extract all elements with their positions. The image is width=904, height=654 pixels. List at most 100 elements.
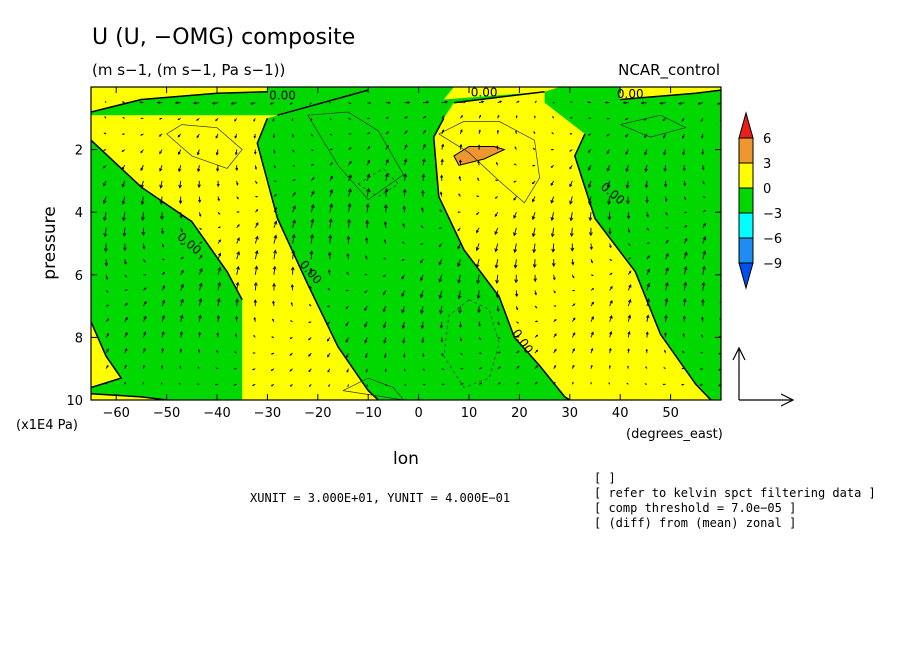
vector-head [608, 364, 611, 368]
vector-head [141, 231, 146, 236]
vector-head [368, 117, 371, 120]
vector-head [142, 246, 146, 250]
vector-head [403, 355, 406, 358]
vector-head [181, 269, 184, 273]
vector-head [345, 306, 348, 310]
vector-head [644, 152, 648, 156]
vector-head [236, 237, 240, 241]
vector-head [423, 129, 426, 133]
vector-head [439, 325, 444, 329]
vector-head [329, 203, 334, 208]
vector-head [177, 118, 180, 121]
x-tick-label: 50 [662, 406, 679, 421]
vector-head [121, 133, 124, 135]
colorbar-segment [738, 137, 754, 164]
vector-head [159, 168, 163, 172]
wind-vector [646, 298, 650, 307]
vector-head [142, 347, 146, 351]
wind-vector [477, 274, 480, 284]
vector-head [421, 207, 424, 211]
wind-vector [588, 196, 592, 205]
wind-vector [273, 235, 277, 244]
vector-head [292, 205, 296, 210]
vector-head [272, 265, 277, 270]
vector-head [364, 273, 367, 276]
wind-vector [236, 266, 239, 275]
vector-head [401, 276, 405, 280]
vector-head [718, 352, 721, 355]
vector-head [402, 340, 406, 344]
vector-head [140, 217, 145, 222]
wind-vector [665, 298, 668, 307]
vector-head [645, 331, 649, 335]
vector-head [308, 304, 311, 306]
vector-head [513, 163, 516, 166]
wind-vector [329, 189, 333, 197]
vector-head [348, 174, 352, 178]
vector-head [699, 384, 702, 386]
colorbar-label: 6 [763, 132, 771, 147]
wind-vector [440, 321, 443, 328]
vector-head [103, 217, 107, 222]
vector-head [235, 167, 239, 172]
vector-head [270, 352, 273, 355]
vector-head [367, 146, 371, 149]
vector-head [625, 151, 629, 155]
vector-head [722, 209, 724, 211]
vector-head [364, 355, 368, 359]
vector-head [532, 199, 535, 203]
colorbar-label: 3 [763, 157, 771, 172]
vector-head [218, 239, 221, 242]
vector-head [405, 116, 408, 119]
vector-head [293, 165, 296, 167]
vector-head [702, 236, 707, 241]
vector-head [311, 177, 315, 180]
vector-head [326, 305, 329, 308]
vector-head [645, 366, 647, 368]
wind-vector [496, 274, 499, 284]
wind-vector [217, 267, 221, 275]
vector-head [328, 234, 333, 239]
vector-head [217, 281, 222, 286]
vector-head [347, 188, 352, 193]
vector-head [419, 277, 424, 282]
vector-head [383, 221, 388, 225]
vector-head [659, 101, 663, 105]
vector-head [588, 217, 593, 222]
vector-head [420, 243, 423, 245]
vector-head [628, 270, 632, 274]
vector-head [178, 200, 183, 205]
vector-head [103, 149, 106, 151]
wind-vector [722, 208, 724, 212]
vector-head [681, 367, 684, 370]
wind-vector [383, 305, 387, 312]
vector-head [309, 267, 313, 272]
vector-head [701, 316, 704, 320]
vector-head [554, 333, 557, 336]
vector-head [365, 219, 370, 224]
vector-head [177, 151, 181, 156]
x-tick-label: 10 [461, 406, 478, 421]
vector-head [572, 276, 575, 279]
vector-head [610, 259, 613, 261]
thin-contour [342, 377, 404, 400]
thin-contour [620, 114, 687, 138]
vector-head [290, 301, 293, 305]
vector-head [125, 275, 127, 278]
vector-head [646, 282, 651, 287]
colorbar-label: −6 [763, 232, 782, 247]
wind-vector [609, 315, 613, 322]
vector-head [662, 383, 665, 386]
wind-vector [122, 180, 126, 187]
wind-vector [552, 243, 555, 252]
wind-vector [366, 204, 369, 213]
vector-head [312, 163, 315, 166]
vector-head [274, 166, 276, 169]
wind-vector [348, 203, 351, 213]
vector-head [177, 168, 182, 173]
vector-head [272, 282, 276, 287]
vector-head [666, 226, 669, 229]
vector-head [253, 316, 257, 320]
vector-head [330, 118, 332, 121]
vector-head [607, 216, 612, 221]
